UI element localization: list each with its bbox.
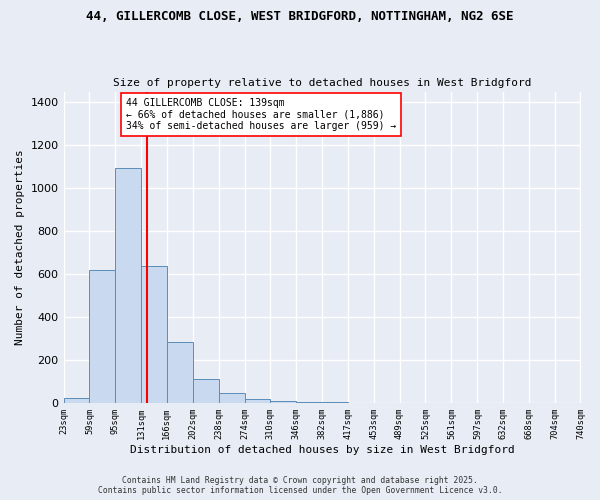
Bar [167, 342, 193, 403]
Text: 44, GILLERCOMB CLOSE, WEST BRIDGFORD, NOTTINGHAM, NG2 6SE: 44, GILLERCOMB CLOSE, WEST BRIDGFORD, NO… [86, 10, 514, 23]
Bar [193, 380, 218, 403]
Bar [271, 401, 296, 403]
Y-axis label: Number of detached properties: Number of detached properties [15, 150, 25, 345]
Text: 44 GILLERCOMB CLOSE: 139sqm
← 66% of detached houses are smaller (1,886)
34% of : 44 GILLERCOMB CLOSE: 139sqm ← 66% of det… [125, 98, 396, 131]
Bar [322, 402, 347, 403]
Text: Contains HM Land Registry data © Crown copyright and database right 2025.
Contai: Contains HM Land Registry data © Crown c… [98, 476, 502, 495]
X-axis label: Distribution of detached houses by size in West Bridgford: Distribution of detached houses by size … [130, 445, 514, 455]
Bar [89, 270, 115, 403]
Bar [142, 266, 167, 403]
Bar [115, 168, 142, 403]
Bar [296, 402, 322, 403]
Bar [218, 394, 245, 403]
Bar [64, 398, 89, 403]
Bar [245, 399, 271, 403]
Title: Size of property relative to detached houses in West Bridgford: Size of property relative to detached ho… [113, 78, 531, 88]
